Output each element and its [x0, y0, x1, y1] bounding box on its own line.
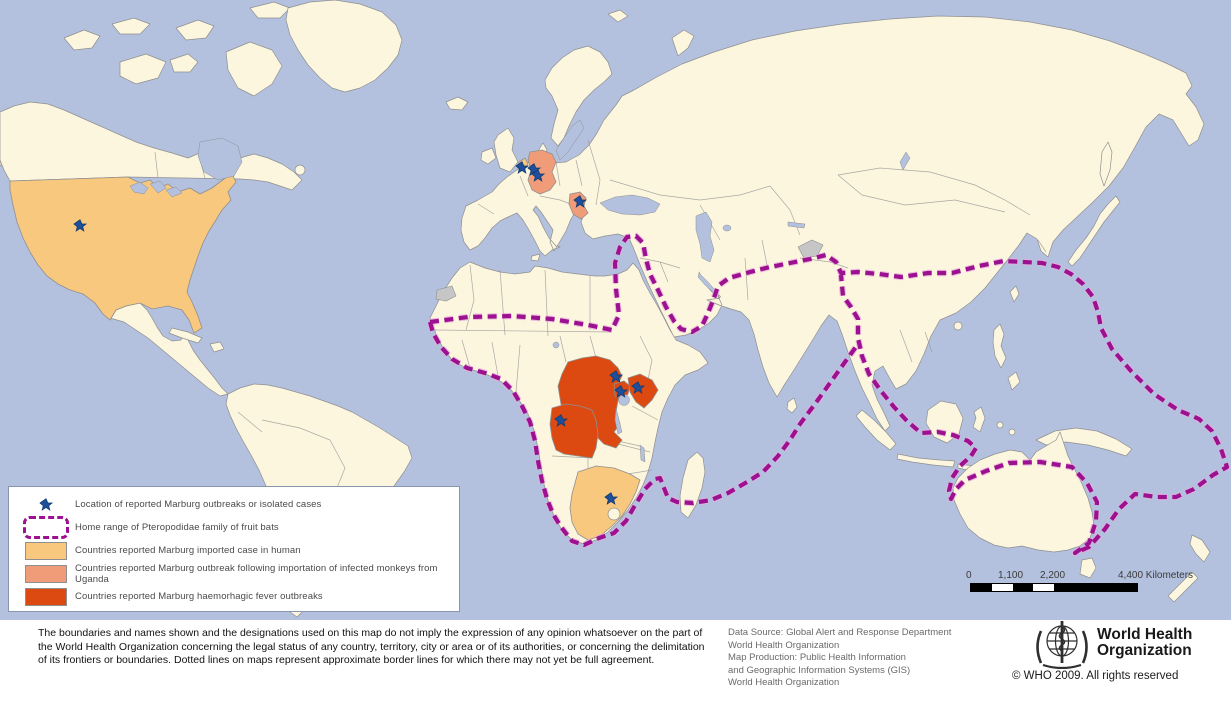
legend: Location of reported Marburg outbreaks o… [8, 486, 460, 612]
scale-bar-rule [970, 583, 1138, 592]
outbreak-star [631, 381, 646, 394]
scale-tick-4400: 4,400 Kilometers [1118, 570, 1194, 581]
data-source-line: World Health Organization [728, 639, 840, 651]
scale-tick-1100: 1,100 [998, 570, 1024, 581]
legend-row-imported-case: Countries reported Marburg imported case… [17, 539, 451, 562]
who-emblem-icon [1036, 621, 1088, 669]
country-kenya [627, 373, 659, 409]
legend-row-outbreak-locations: Location of reported Marburg outbreaks o… [17, 493, 451, 516]
outbreak-star [609, 370, 624, 383]
who-name-line1: World Health [1097, 626, 1193, 643]
scale-tick-2200: 2,200 [1040, 570, 1066, 581]
who-name-line2: Organization [1097, 642, 1192, 660]
country-usa [9, 173, 237, 334]
bat-range-line [427, 321, 860, 548]
legend-row-monkey-importation: Countries reported Marburg outbreak foll… [17, 562, 451, 585]
outbreak-swatch-icon [17, 587, 75, 606]
data-source-line: Data Source: Global Alert and Response D… [728, 627, 952, 638]
outbreak-star [604, 492, 619, 505]
scale-bar: 0 1,100 2,200 4,400 Kilometers [966, 570, 1196, 594]
disputed-territories [435, 239, 824, 302]
legend-row-fever-outbreaks: Countries reported Marburg haemorhagic f… [17, 585, 451, 608]
who-copyright: © WHO 2009. All rights reserved [1012, 670, 1179, 682]
bat-range-line [429, 233, 1230, 556]
bat-range [427, 233, 1230, 556]
boundaries-disclaimer: The boundaries and names shown and the d… [38, 627, 705, 667]
outbreak-star [614, 385, 629, 398]
outbreak-stars [73, 161, 646, 505]
outbreak-star [531, 169, 546, 182]
legend-label: Home range of Pteropodidae family of fru… [75, 522, 279, 533]
dashed-outline-icon [17, 516, 75, 539]
legend-label: Countries reported Marburg imported case… [75, 545, 301, 556]
outbreak-star [515, 161, 530, 174]
scale-tick-0: 0 [966, 570, 972, 581]
legend-row-bat-range: Home range of Pteropodidae family of fru… [17, 516, 451, 539]
outbreak-star [554, 414, 569, 427]
highlighted-countries [9, 149, 659, 541]
data-source-block: Data Source: Global Alert and Response D… [728, 627, 998, 690]
data-source-line: and Geographic Information Systems (GIS) [728, 664, 911, 676]
star-icon [17, 497, 75, 512]
data-source-line: World Health Organization [728, 677, 840, 689]
who-name: World Health Organization [1097, 626, 1193, 660]
lakes-inland-seas [129, 119, 911, 463]
legend-label: Location of reported Marburg outbreaks o… [75, 499, 322, 510]
country-angola [549, 403, 599, 459]
outbreak-star [73, 219, 88, 232]
country-south-africa [569, 465, 641, 541]
legend-label: Countries reported Marburg outbreak foll… [75, 562, 438, 585]
data-source-line: Map Production: Public Health Informatio… [728, 652, 906, 664]
outbreak-star [573, 195, 588, 208]
imported-swatch-icon [17, 541, 75, 560]
legend-label: Countries reported Marburg haemorhagic f… [75, 591, 323, 602]
monkeys-swatch-icon [17, 564, 75, 583]
country-lesotho [607, 507, 621, 521]
